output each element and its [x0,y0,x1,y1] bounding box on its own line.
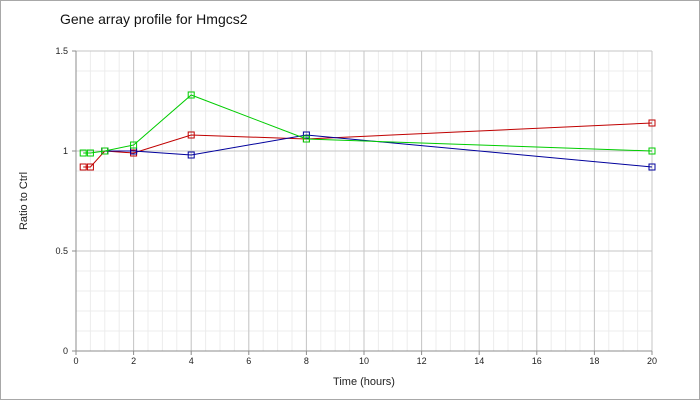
series-3-point [79,149,87,157]
x-tick-label: 16 [532,356,542,366]
chart-title: Gene array profile for Hmgcs2 [60,11,248,27]
series-1-point [648,119,656,127]
y-tick-label: 1.5 [55,46,68,56]
x-tick-label: 18 [589,356,599,366]
x-tick-label: 0 [73,356,78,366]
series-1-point [79,163,87,171]
series-2-point [187,151,195,159]
y-tick-label: 1 [63,146,68,156]
x-tick-label: 14 [474,356,484,366]
x-tick-label: 6 [246,356,251,366]
series-2-point [648,163,656,171]
series-2-point [302,131,310,139]
series-3-line [83,94,653,154]
x-tick-label: 20 [647,356,657,366]
series-3-point [302,135,310,143]
y-axis-title: Ratio to Ctrl [18,172,30,230]
x-tick-label: 8 [304,356,309,366]
series-2-line [104,134,653,168]
x-tick-label: 4 [189,356,194,366]
y-tick-label: 0.5 [55,246,68,256]
series-3-point [86,149,94,157]
series-1-point [187,131,195,139]
x-tick-label: 2 [131,356,136,366]
series-3-point [187,91,195,99]
x-axis-title: Time (hours) [333,376,395,388]
series-3-point [648,147,656,155]
x-tick-label: 12 [417,356,427,366]
x-tick-label: 10 [359,356,369,366]
y-tick-label: 0 [63,346,68,356]
series-3-point [101,147,109,155]
series-1-point [86,163,94,171]
series-3-point [130,141,138,149]
